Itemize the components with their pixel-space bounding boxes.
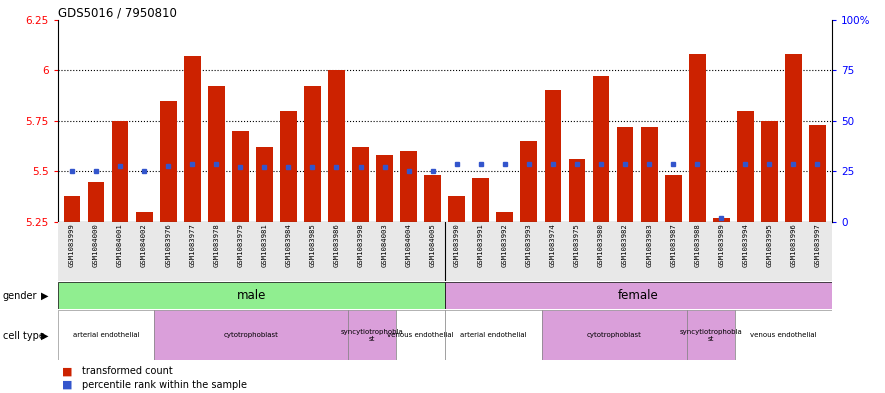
Text: GSM1083984: GSM1083984 bbox=[285, 223, 291, 267]
Text: GSM1083996: GSM1083996 bbox=[790, 223, 797, 267]
Bar bbox=[735, 310, 832, 360]
Bar bbox=[135, 212, 152, 222]
Text: GSM1083979: GSM1083979 bbox=[237, 223, 243, 267]
Bar bbox=[737, 111, 754, 222]
Text: GSM1083988: GSM1083988 bbox=[694, 223, 700, 267]
Text: cytotrophoblast: cytotrophoblast bbox=[587, 332, 642, 338]
Bar bbox=[593, 76, 610, 222]
Text: male: male bbox=[236, 288, 266, 302]
Bar bbox=[58, 310, 154, 360]
Bar bbox=[232, 131, 249, 222]
Text: arterial endothelial: arterial endothelial bbox=[73, 332, 139, 338]
Bar bbox=[64, 196, 81, 222]
Bar bbox=[544, 90, 561, 222]
Text: percentile rank within the sample: percentile rank within the sample bbox=[82, 380, 247, 390]
Bar bbox=[184, 56, 201, 222]
Text: GSM1083986: GSM1083986 bbox=[334, 223, 340, 267]
Bar bbox=[809, 125, 826, 222]
Text: transformed count: transformed count bbox=[82, 366, 173, 376]
Text: arterial endothelial: arterial endothelial bbox=[460, 332, 527, 338]
Bar bbox=[449, 196, 466, 222]
Text: GSM1084000: GSM1084000 bbox=[93, 223, 99, 267]
Text: ■: ■ bbox=[62, 380, 73, 390]
Bar bbox=[256, 147, 273, 222]
Bar bbox=[761, 121, 778, 222]
Bar bbox=[304, 86, 321, 222]
Bar bbox=[712, 218, 730, 222]
Text: GDS5016 / 7950810: GDS5016 / 7950810 bbox=[58, 7, 176, 20]
Text: GSM1083991: GSM1083991 bbox=[478, 223, 484, 267]
Bar bbox=[785, 54, 802, 222]
Text: GSM1083997: GSM1083997 bbox=[814, 223, 820, 267]
Text: GSM1083976: GSM1083976 bbox=[165, 223, 171, 267]
Bar bbox=[542, 310, 687, 360]
Text: GSM1083980: GSM1083980 bbox=[598, 223, 604, 267]
Text: GSM1083992: GSM1083992 bbox=[502, 223, 508, 267]
Text: ■: ■ bbox=[62, 366, 73, 376]
Bar bbox=[687, 310, 735, 360]
Text: cell type: cell type bbox=[3, 331, 44, 341]
Bar bbox=[348, 310, 396, 360]
Bar bbox=[58, 282, 444, 309]
Text: GSM1083978: GSM1083978 bbox=[213, 223, 219, 267]
Text: venous endothelial: venous endothelial bbox=[750, 332, 817, 338]
Text: GSM1084005: GSM1084005 bbox=[430, 223, 435, 267]
Text: GSM1083975: GSM1083975 bbox=[574, 223, 580, 267]
Text: GSM1084004: GSM1084004 bbox=[405, 223, 412, 267]
Bar bbox=[689, 54, 705, 222]
Text: cytotrophoblast: cytotrophoblast bbox=[224, 332, 279, 338]
Text: syncytiotrophobla
st: syncytiotrophobla st bbox=[341, 329, 404, 342]
Bar bbox=[473, 178, 489, 222]
Text: GSM1083974: GSM1083974 bbox=[550, 223, 556, 267]
Text: GSM1083993: GSM1083993 bbox=[526, 223, 532, 267]
Text: female: female bbox=[618, 288, 658, 302]
Bar bbox=[328, 70, 345, 222]
Bar bbox=[520, 141, 537, 222]
Text: ▶: ▶ bbox=[41, 331, 48, 341]
Bar bbox=[617, 127, 634, 222]
Text: GSM1084001: GSM1084001 bbox=[117, 223, 123, 267]
Text: GSM1084002: GSM1084002 bbox=[141, 223, 147, 267]
Bar bbox=[159, 101, 177, 222]
Bar bbox=[568, 159, 585, 222]
Bar bbox=[496, 212, 513, 222]
Text: GSM1083994: GSM1083994 bbox=[743, 223, 749, 267]
Text: ▶: ▶ bbox=[41, 290, 48, 301]
Text: GSM1083989: GSM1083989 bbox=[719, 223, 724, 267]
Bar bbox=[400, 151, 417, 222]
Bar bbox=[396, 310, 444, 360]
Text: venous endothelial: venous endothelial bbox=[388, 332, 454, 338]
Bar bbox=[376, 155, 393, 222]
Text: GSM1083983: GSM1083983 bbox=[646, 223, 652, 267]
Bar bbox=[88, 182, 104, 222]
Bar bbox=[424, 176, 441, 222]
Text: GSM1083987: GSM1083987 bbox=[670, 223, 676, 267]
Bar bbox=[641, 127, 658, 222]
Text: GSM1084003: GSM1084003 bbox=[381, 223, 388, 267]
Bar bbox=[444, 310, 542, 360]
Text: GSM1083999: GSM1083999 bbox=[69, 223, 75, 267]
Text: gender: gender bbox=[3, 290, 37, 301]
Text: GSM1083977: GSM1083977 bbox=[189, 223, 196, 267]
Text: GSM1083998: GSM1083998 bbox=[358, 223, 364, 267]
Bar bbox=[352, 147, 369, 222]
Bar bbox=[665, 176, 681, 222]
Bar bbox=[112, 121, 128, 222]
Text: GSM1083995: GSM1083995 bbox=[766, 223, 773, 267]
Text: GSM1083981: GSM1083981 bbox=[261, 223, 267, 267]
Bar bbox=[280, 111, 296, 222]
Bar bbox=[154, 310, 348, 360]
Bar bbox=[208, 86, 225, 222]
Text: syncytiotrophobla
st: syncytiotrophobla st bbox=[680, 329, 743, 342]
Text: GSM1083990: GSM1083990 bbox=[454, 223, 459, 267]
Bar bbox=[444, 282, 832, 309]
Text: GSM1083982: GSM1083982 bbox=[622, 223, 628, 267]
Text: GSM1083985: GSM1083985 bbox=[310, 223, 315, 267]
